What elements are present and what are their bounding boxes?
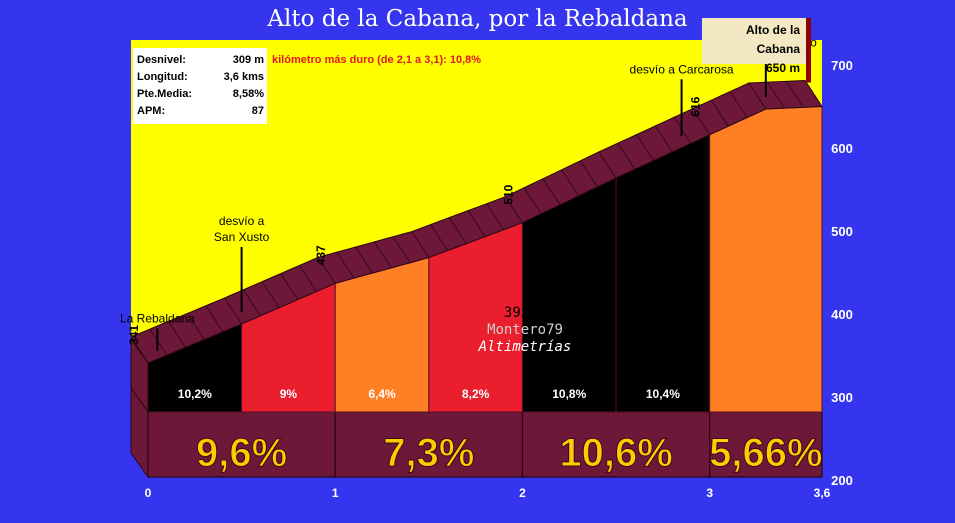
watermark-text: 39x28 — [504, 305, 546, 321]
ribbon-segment-line — [598, 151, 617, 179]
ribbon-segment-line — [224, 297, 242, 325]
annotation-text: San Xusto — [214, 230, 270, 244]
segment-grade-label: 6,4% — [368, 387, 396, 401]
stat-label: Pte.Media: — [137, 88, 193, 100]
km-average-label: 7,3% — [383, 431, 474, 475]
altitude-label: 616 — [689, 96, 703, 116]
stat-row: APM: 87 — [137, 103, 264, 120]
y-tick-label: 200 — [831, 473, 853, 488]
ribbon-segment-line — [748, 82, 767, 110]
summit-box: Alto de la Cabana 650 m — [702, 18, 806, 75]
ribbon-segment-line — [636, 134, 654, 161]
chart-title: Alto de la Cabana, por la Rebaldana — [267, 6, 688, 32]
ribbon-segment-line — [317, 257, 336, 284]
ribbon-segment-line — [804, 80, 823, 107]
ribbon-segment-line — [448, 217, 467, 244]
stat-value: 87 — [251, 105, 264, 117]
summit-name: Alto de la Cabana — [745, 23, 800, 56]
left-face — [130, 337, 149, 414]
stat-row: Desnivel: 309 m — [137, 52, 264, 69]
x-tick-label: 1 — [332, 486, 339, 500]
stat-label: Longitud: — [137, 71, 188, 83]
stats-box: Desnivel: 309 m Longitud: 3,6 kms Pte.Medi… — [133, 48, 267, 124]
ribbon-segment-line — [280, 273, 299, 300]
ribbon-segment-line — [767, 81, 785, 109]
km-average-box — [334, 411, 524, 478]
km-average-label: 10,6% — [559, 431, 672, 475]
km-average-label: 5,66% — [709, 431, 822, 475]
ribbon-segment-line — [617, 143, 636, 170]
watermark-text: Altimetrías — [478, 339, 572, 355]
ribbon-segment-line — [542, 178, 561, 205]
stat-value: 8,58% — [232, 88, 264, 100]
stat-row: Pte.Media: 8,58% — [137, 86, 264, 103]
ribbon-segment-line — [579, 160, 598, 188]
altitude-label: 437 — [314, 245, 328, 265]
stat-value: 3,6 kms — [223, 71, 264, 83]
segment-grade-label: 8,2% — [462, 387, 490, 401]
ribbon-segment-line — [411, 231, 430, 258]
ribbon-segment-line — [355, 246, 374, 274]
annotation-text: desvío a Carcarosa — [630, 62, 734, 76]
ribbon-segment-line — [392, 236, 411, 263]
ribbon-segment-line — [186, 313, 205, 340]
y-tick-label: 600 — [831, 141, 853, 156]
y-tick-label: 300 — [831, 390, 853, 405]
altitude-label: 341 — [127, 325, 141, 345]
altitude-label: 510 — [501, 184, 515, 204]
segment-grade-label: 9% — [280, 387, 298, 401]
ribbon-segment-line — [261, 281, 280, 308]
ribbon-segment-line — [711, 99, 729, 127]
km-average-box — [709, 411, 823, 478]
summit-pole — [806, 18, 811, 83]
y-tick-label: 400 — [831, 307, 853, 322]
annotation-text: desvío a — [219, 214, 265, 228]
x-tick-label: 0 — [145, 486, 152, 500]
ribbon-segment-line — [205, 305, 224, 332]
ribbon-segment-line — [168, 321, 186, 348]
stat-label: APM: — [137, 105, 166, 117]
x-tick-label: 3,6 — [814, 486, 831, 500]
segment-grade-label: 10,8% — [552, 387, 586, 401]
ribbon-segment-line — [299, 265, 317, 292]
ribbon-segment-line — [430, 224, 448, 251]
ribbon-segment-line — [561, 169, 579, 197]
x-tick-label: 3 — [706, 486, 713, 500]
ribbon-segment-line — [505, 196, 523, 223]
ribbon-segment-line — [336, 251, 355, 279]
segment-grade-label: 10,4% — [646, 387, 680, 401]
x-tick-label: 2 — [519, 486, 526, 500]
slope-column — [709, 105, 823, 413]
stat-value: 309 m — [232, 54, 264, 66]
km-average-box — [521, 411, 711, 478]
slope-column — [615, 133, 711, 413]
ribbon-segment-line — [654, 125, 673, 153]
annotation-text: La Rebaldana — [120, 311, 195, 325]
summit-altitude: 650 m — [765, 61, 800, 75]
ribbon-segment-line — [523, 187, 542, 214]
ribbon-segment-line — [486, 203, 505, 230]
y-tick-label: 700 — [831, 58, 853, 73]
ribbon-segment-line — [374, 241, 392, 269]
ribbon-segment-line — [692, 108, 711, 135]
stat-row: Longitud: 3,6 kms — [137, 69, 264, 86]
hardest-km-note: kilómetro más duro (de 2,1 a 3,1): 10,8% — [272, 54, 482, 66]
segment-grade-label: 10,2% — [178, 387, 212, 401]
ribbon-segment-line — [242, 289, 261, 317]
km-average-label: 9,6% — [196, 431, 287, 475]
y-tick-label: 500 — [831, 224, 853, 239]
ribbon-segment-line — [467, 210, 486, 237]
ribbon-segment-line — [785, 81, 804, 108]
watermark-text: Montero79 — [487, 322, 563, 338]
stat-label: Desnivel: — [137, 54, 186, 66]
ribbon-segment-line — [729, 91, 748, 118]
